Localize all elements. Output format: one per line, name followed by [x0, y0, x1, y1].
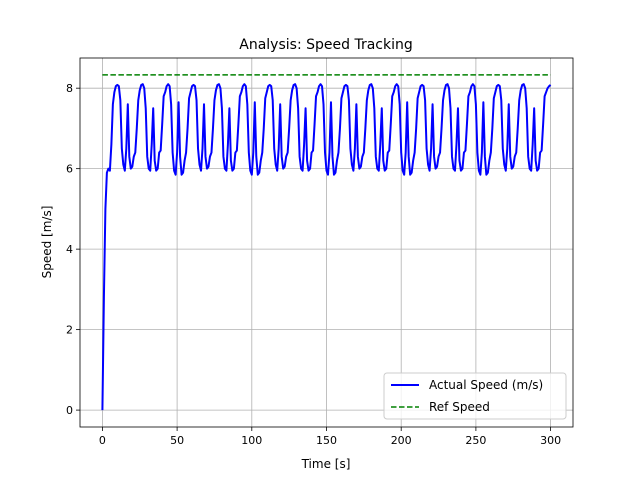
y-tick-label: 4: [66, 243, 73, 256]
actual-speed-line: [101, 83, 552, 411]
y-tick-label: 2: [66, 324, 73, 337]
x-tick-label: 150: [316, 434, 337, 447]
x-tick-label: 0: [99, 434, 106, 447]
legend-box: [383, 372, 567, 420]
y-tick-label: 0: [66, 404, 73, 417]
legend-label-ref: Ref Speed: [429, 400, 490, 414]
ticks: 0 50 100 150 200 250 300 0 2 4 6 8: [66, 82, 561, 447]
y-tick-label: 6: [66, 163, 73, 176]
x-axis-label: Time [s]: [301, 457, 351, 471]
x-tick-label: 300: [540, 434, 561, 447]
legend-label-actual: Actual Speed (m/s): [429, 378, 543, 392]
x-tick-label: 250: [465, 434, 486, 447]
legend: Actual Speed (m/s) Ref Speed: [383, 372, 567, 420]
chart-title: Analysis: Speed Tracking: [239, 37, 412, 53]
series-group: [101, 74, 552, 411]
y-tick-label: 8: [66, 82, 73, 95]
x-tick-label: 50: [170, 434, 184, 447]
x-tick-label: 100: [241, 434, 262, 447]
y-axis-label: Speed [m/s]: [40, 206, 54, 279]
x-tick-label: 200: [391, 434, 412, 447]
